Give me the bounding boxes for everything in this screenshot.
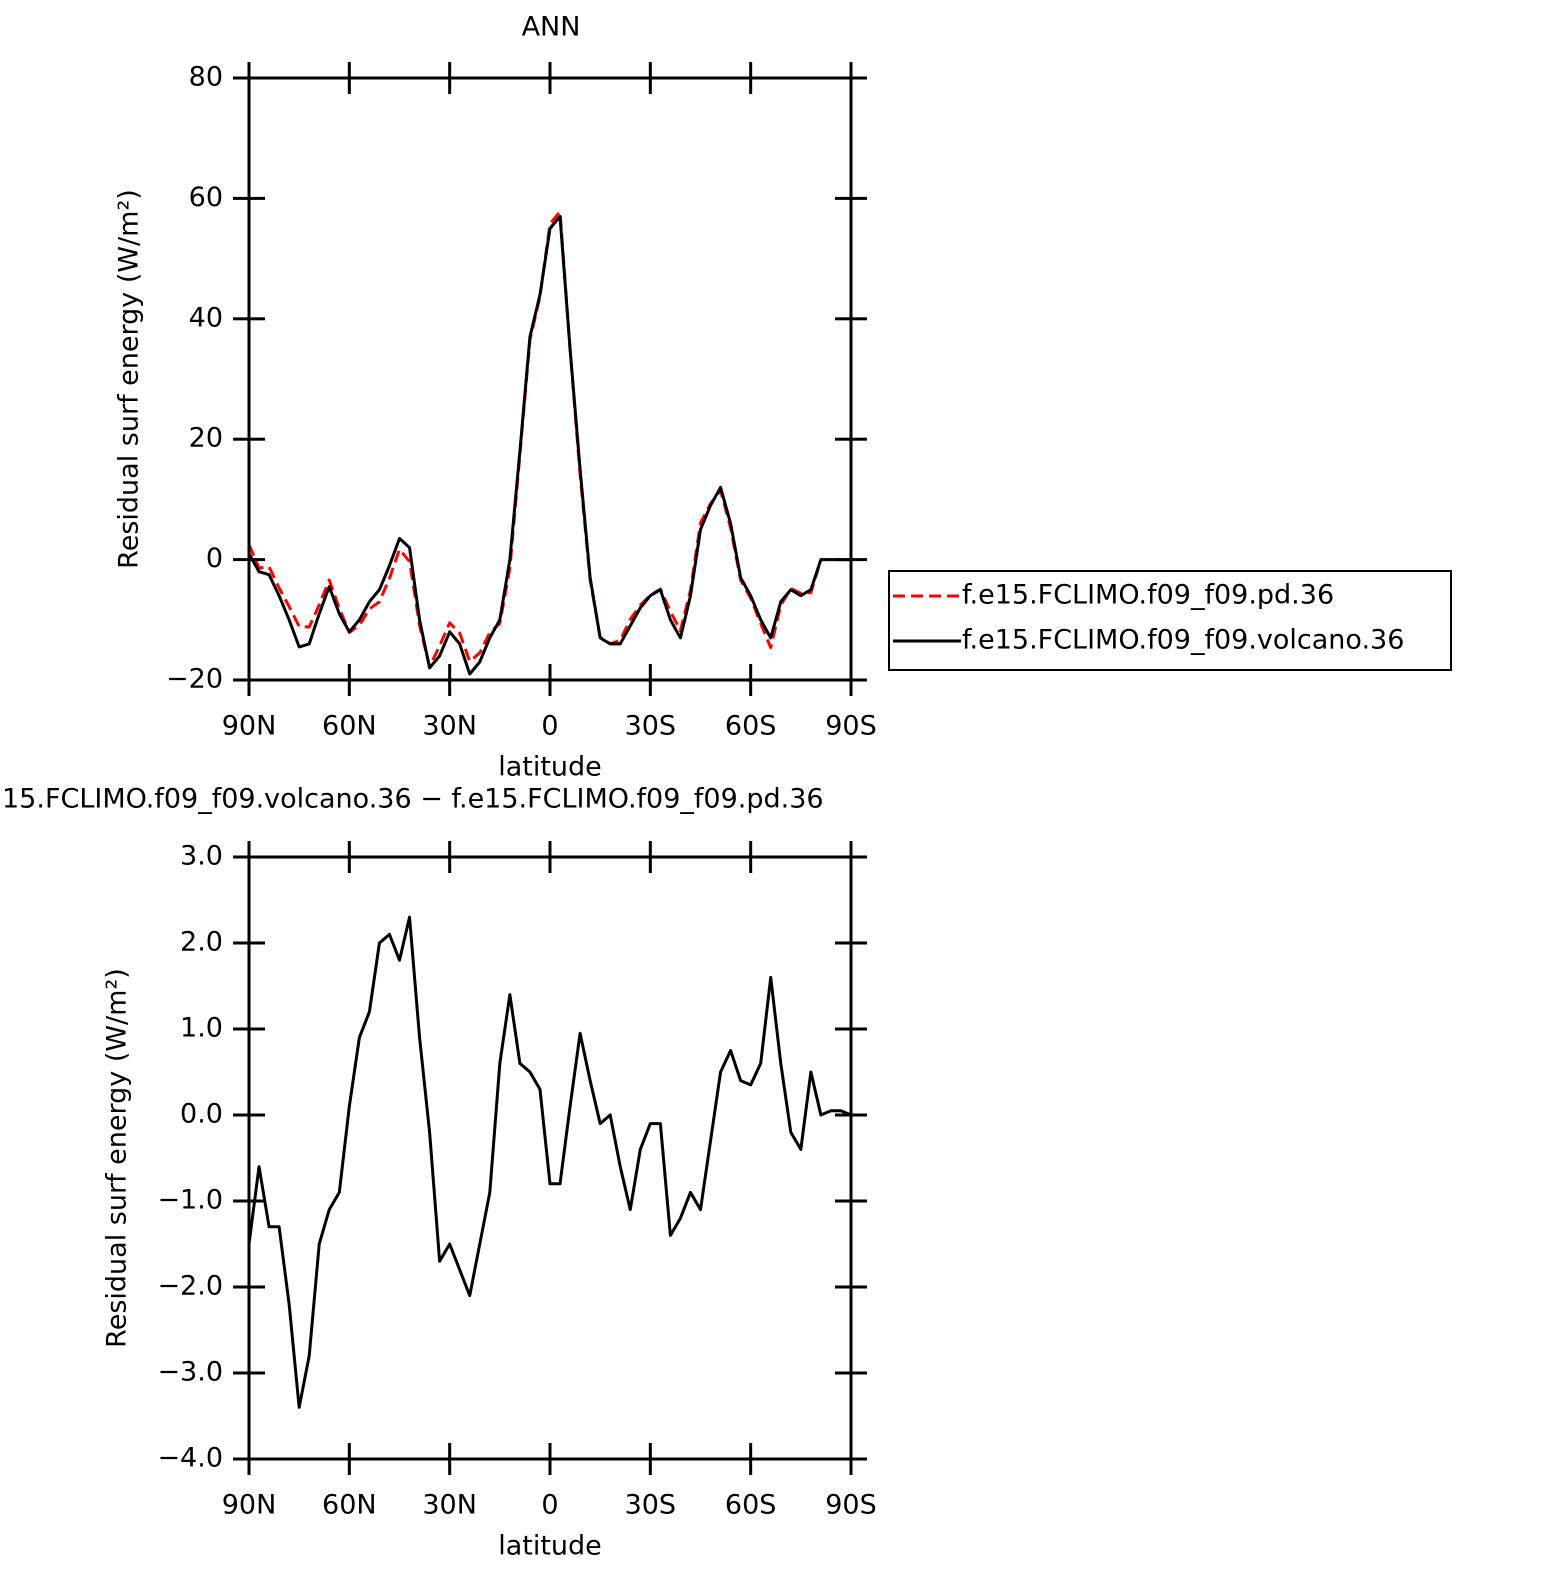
x-tick-label: 90N	[222, 1490, 277, 1521]
legend-label: f.e15.FCLIMO.f09_f09.pd.36	[962, 580, 1334, 611]
y-tick-label: 20	[189, 423, 223, 454]
x-tick-label: 0	[541, 711, 558, 742]
y-tick-label: −4.0	[157, 1443, 223, 1474]
y-tick-label: −1.0	[157, 1185, 223, 1216]
x-tick-label: 60S	[725, 1490, 777, 1521]
y-axis-label: Residual surf energy (W/m²)	[102, 968, 133, 1348]
data-line	[247, 210, 851, 669]
chart-title: ANN	[522, 12, 581, 43]
data-line	[247, 915, 852, 1409]
x-tick-label: 30S	[625, 711, 677, 742]
x-tick-label: 90S	[825, 1490, 877, 1521]
y-tick-label: 0.0	[180, 1099, 223, 1130]
plot-frame	[247, 855, 853, 1461]
legend-label: f.e15.FCLIMO.f09_f09.volcano.36	[962, 625, 1404, 656]
y-tick-label: −3.0	[157, 1357, 223, 1388]
x-tick-label: 60N	[322, 1490, 377, 1521]
y-tick-label: 3.0	[180, 841, 223, 872]
y-tick-label: 40	[189, 302, 223, 333]
x-tick-label: 0	[541, 1490, 558, 1521]
y-tick-label: 2.0	[180, 927, 223, 958]
y-axis-label: Residual surf energy (W/m²)	[114, 189, 145, 569]
y-tick-label: 80	[189, 62, 223, 93]
x-tick-label: 60N	[322, 711, 377, 742]
x-tick-label: 30N	[422, 1490, 477, 1521]
x-axis-label: latitude	[498, 752, 602, 783]
x-tick-label: 60S	[725, 711, 777, 742]
y-tick-label: −20	[166, 664, 223, 695]
x-tick-label: 90N	[222, 711, 277, 742]
legend-box	[888, 570, 1452, 671]
x-tick-label: 30N	[422, 711, 477, 742]
y-tick-label: 60	[189, 182, 223, 213]
data-line	[247, 214, 851, 676]
y-tick-label: 0	[206, 543, 223, 574]
plot-frame	[247, 76, 853, 682]
y-tick-label: 1.0	[180, 1013, 223, 1044]
x-tick-label: 30S	[625, 1490, 677, 1521]
x-tick-label: 90S	[825, 711, 877, 742]
y-tick-label: −2.0	[157, 1271, 223, 1302]
chart-title: 15.FCLIMO.f09_f09.volcano.36 − f.e15.FCL…	[2, 784, 824, 815]
x-axis-label: latitude	[498, 1531, 602, 1562]
